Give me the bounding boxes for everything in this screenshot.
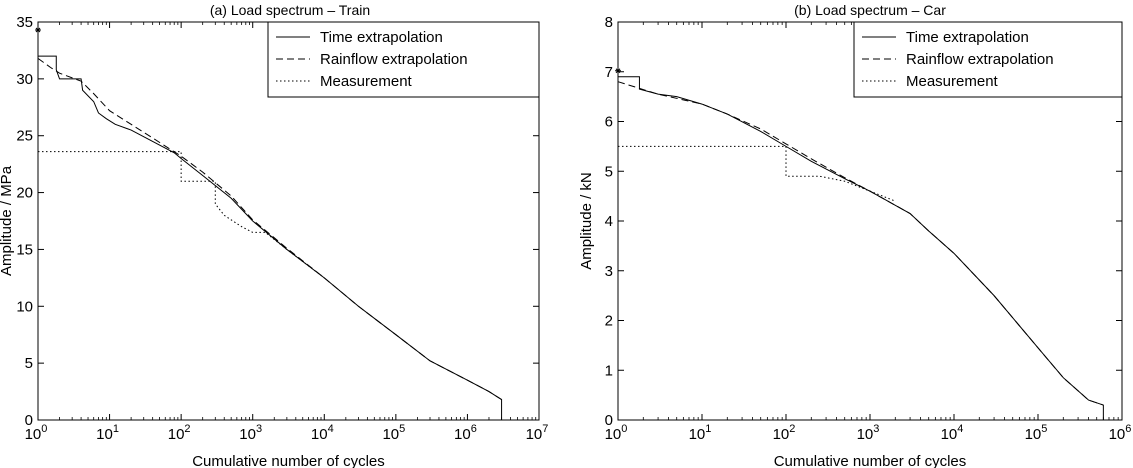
x-tick-label: 102 — [773, 423, 796, 443]
y-tick-label: 0 — [605, 412, 613, 429]
x-tick-exponent: 3 — [873, 423, 879, 435]
legend-label: Measurement — [320, 73, 413, 90]
legend-label: Rainflow extrapolation — [320, 51, 468, 68]
y-tick-label: 15 — [16, 241, 33, 258]
legend-label: Time extrapolation — [906, 29, 1029, 46]
y-tick-label: 1 — [605, 362, 613, 379]
x-tick-exponent: 1 — [113, 423, 119, 435]
x-tick-label: 106 — [1109, 423, 1132, 443]
x-tick-label: 104 — [311, 423, 334, 443]
x-tick-label: 102 — [168, 423, 191, 443]
y-tick-label: 6 — [605, 114, 613, 131]
x-tick-label: 101 — [96, 423, 119, 443]
series-line-rainflow-extrapolation — [617, 81, 1104, 406]
y-axis-label: Amplitude / MPa — [0, 165, 15, 276]
x-tick-label: 104 — [941, 423, 964, 443]
x-tick-exponent: 6 — [1125, 423, 1131, 435]
x-tick-exponent: 0 — [621, 423, 627, 435]
y-tick-label: 8 — [605, 14, 613, 31]
x-axis-label: Cumulative number of cycles — [774, 453, 967, 468]
x-tick-exponent: 2 — [789, 423, 795, 435]
series-line-rainflow-extrapolation — [37, 57, 502, 400]
chart-title: (b) Load spectrum – Car — [794, 2, 946, 18]
x-tick-label: 101 — [689, 423, 712, 443]
x-tick-exponent: 5 — [399, 423, 405, 435]
x-tick-label: 105 — [1025, 423, 1048, 443]
x-tick-exponent: 0 — [41, 423, 47, 435]
x-tick-exponent: 3 — [256, 423, 262, 435]
chart-title: (a) Load spectrum – Train — [210, 2, 370, 18]
legend-box — [853, 21, 1123, 98]
series-line-measurement — [618, 145, 896, 202]
y-tick-label: 25 — [16, 128, 33, 145]
y-tick-label: 7 — [605, 64, 613, 81]
legend-label: Rainflow extrapolation — [906, 51, 1054, 68]
x-tick-exponent: 5 — [1041, 423, 1047, 435]
y-tick-label: 5 — [25, 355, 33, 372]
series-line-time-extrapolation — [618, 76, 1104, 420]
x-tick-exponent: 6 — [471, 423, 477, 435]
y-tick-label: 30 — [16, 71, 33, 88]
y-tick-label: 3 — [605, 263, 613, 280]
legend-box — [267, 21, 540, 98]
x-tick-label: 107 — [526, 423, 549, 443]
x-tick-exponent: 2 — [184, 423, 190, 435]
series-line-time-extrapolation — [38, 55, 503, 420]
y-tick-label: 5 — [605, 163, 613, 180]
x-tick-label: 105 — [382, 423, 405, 443]
y-tick-label: 35 — [16, 14, 33, 31]
y-tick-label: 2 — [605, 313, 613, 330]
x-tick-label: 103 — [857, 423, 880, 443]
x-tick-label: 103 — [239, 423, 262, 443]
y-tick-label: 10 — [16, 298, 33, 315]
legend-label: Time extrapolation — [320, 29, 443, 46]
y-tick-label: 0 — [25, 412, 33, 429]
x-tick-exponent: 7 — [542, 423, 548, 435]
y-axis-label: Amplitude / kN — [578, 172, 595, 270]
x-tick-exponent: 4 — [328, 423, 334, 435]
x-axis-label: Cumulative number of cycles — [192, 453, 385, 468]
legend-label: Measurement — [906, 73, 999, 90]
series-line-measurement — [38, 151, 325, 279]
x-tick-label: 106 — [454, 423, 477, 443]
x-tick-exponent: 4 — [957, 423, 963, 435]
y-tick-label: 20 — [16, 185, 33, 202]
x-tick-exponent: 1 — [705, 423, 711, 435]
y-tick-label: 4 — [605, 213, 613, 230]
